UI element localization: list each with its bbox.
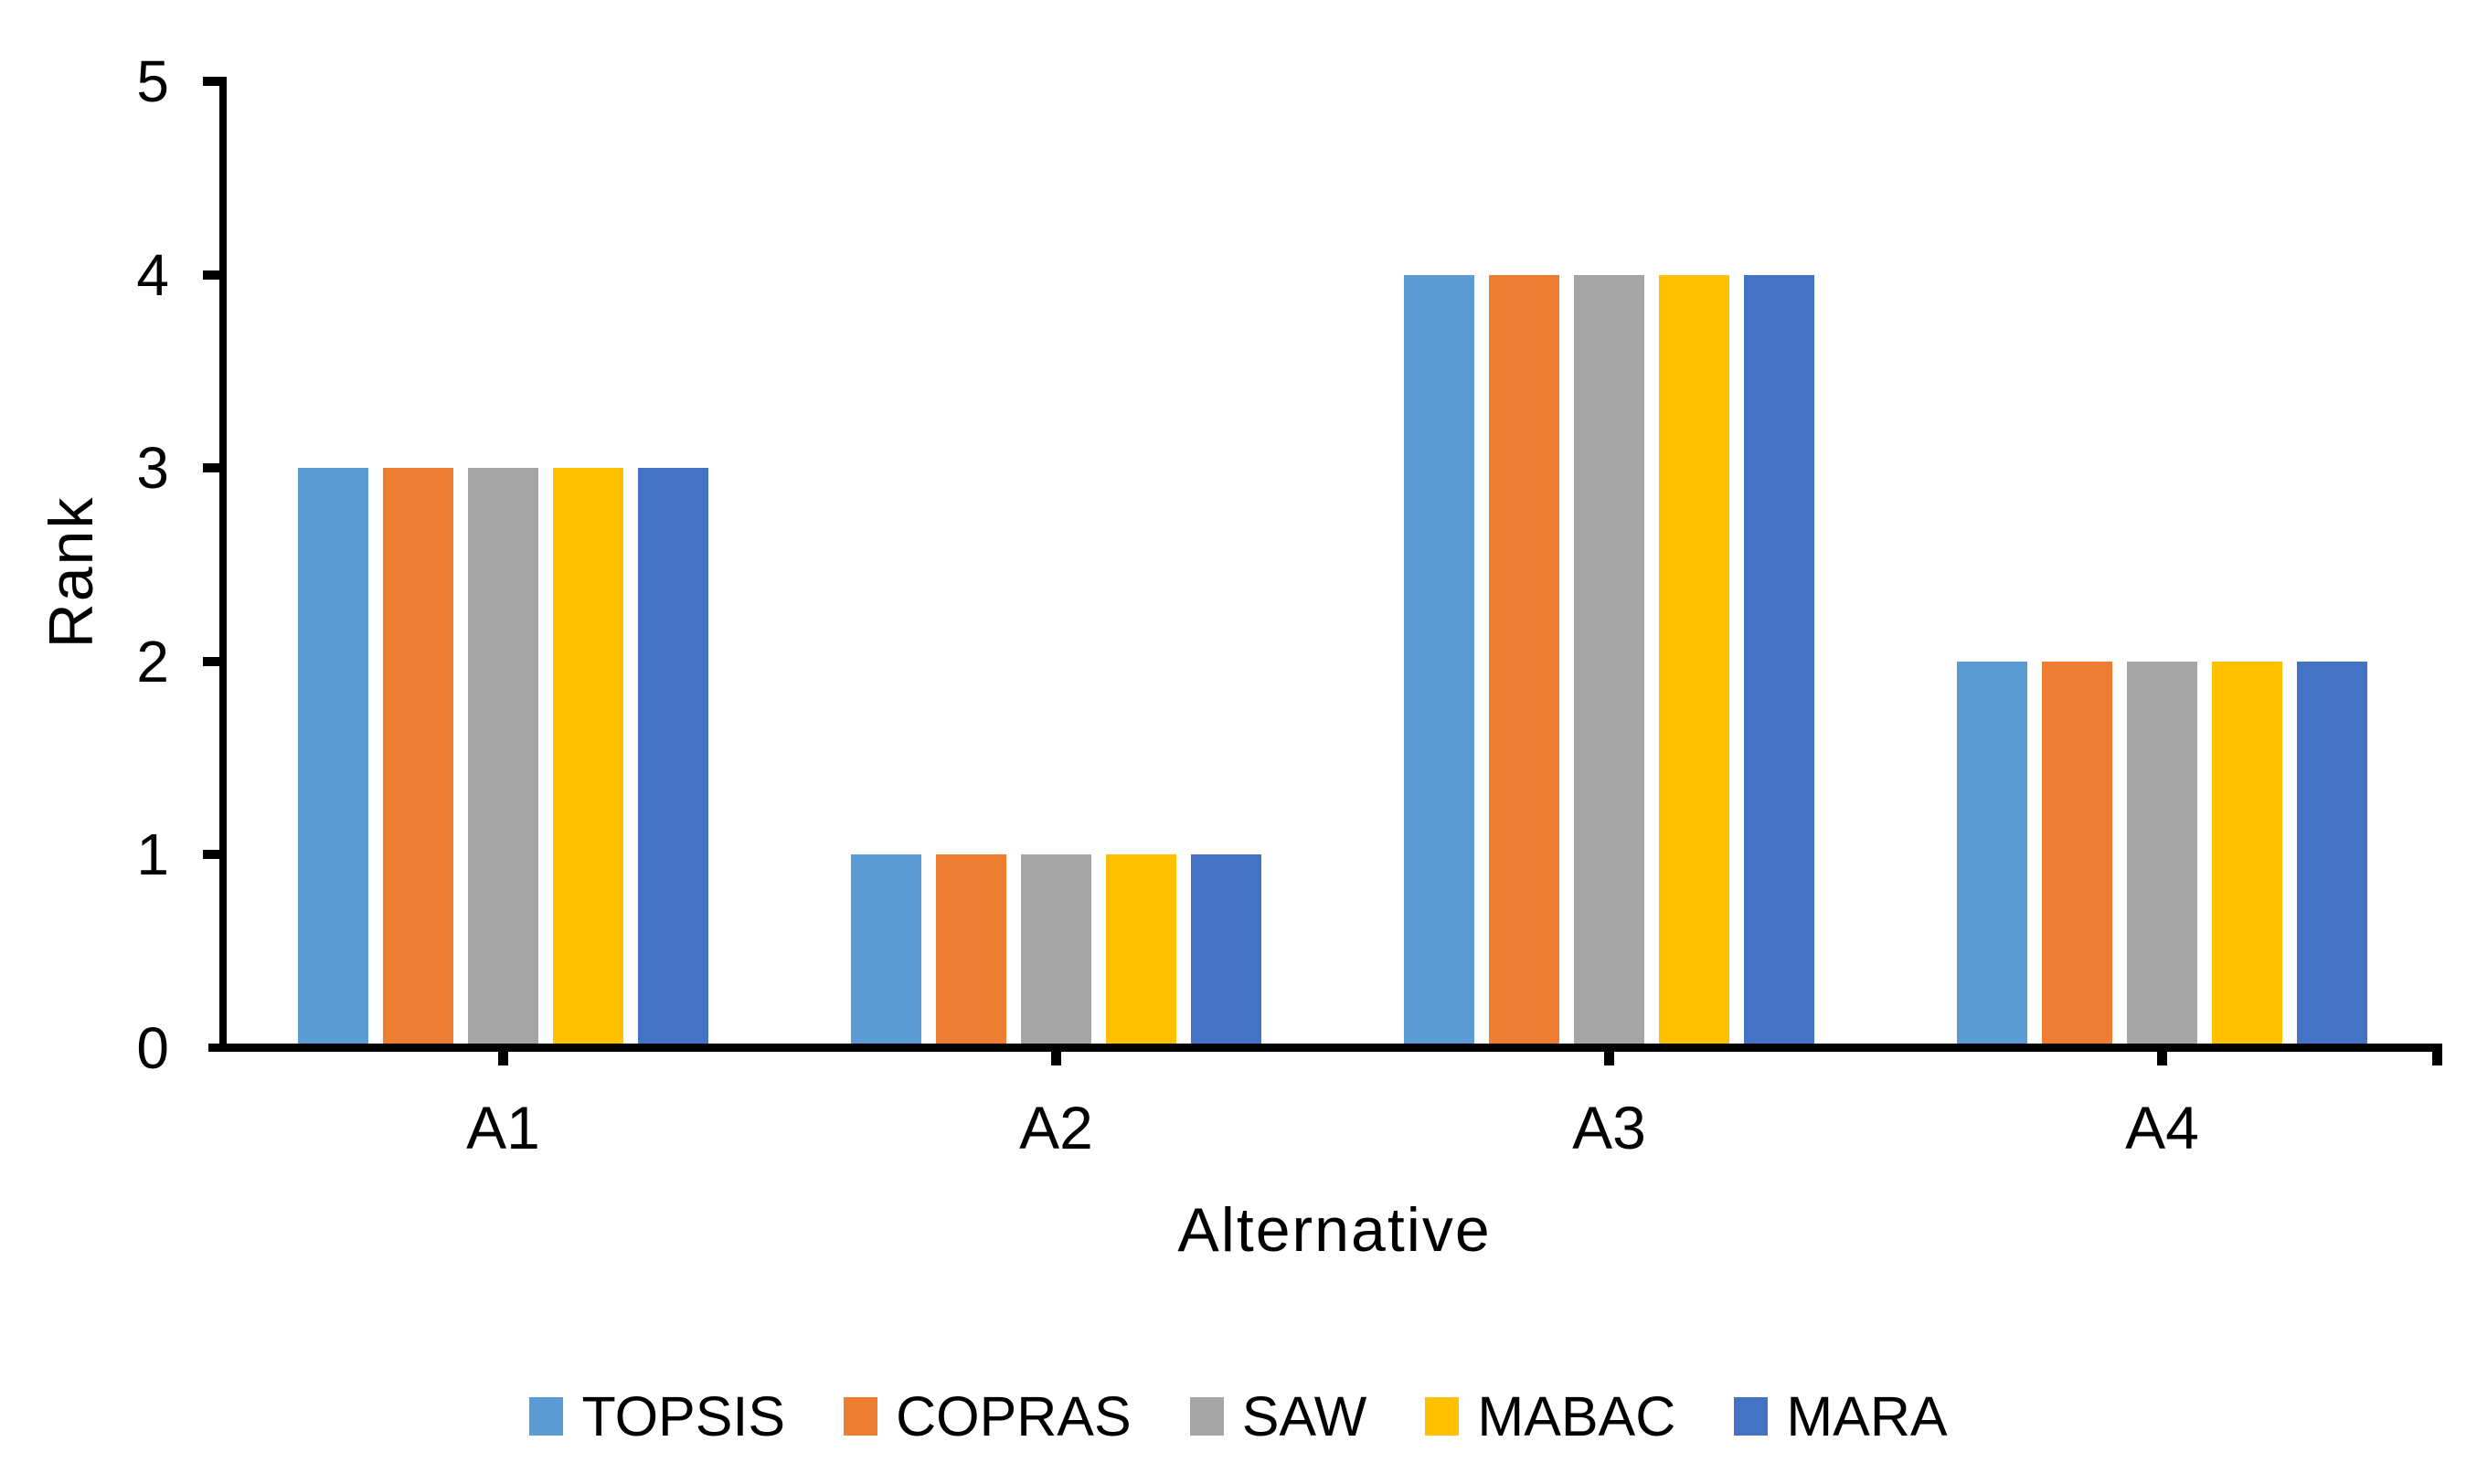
y-tick-label-5: 5 [136, 48, 169, 114]
x-tick-A1 [498, 1052, 508, 1065]
bar-A4-MABAC [2212, 661, 2282, 1044]
legend-item-TOPSIS: TOPSIS [529, 1384, 785, 1448]
legend-label-SAW: SAW [1241, 1385, 1367, 1447]
bar-A1-SAW [468, 468, 538, 1044]
bar-A2-COPRAS [936, 854, 1006, 1044]
bar-A1-MABAC [553, 468, 623, 1044]
bar-A4-COPRAS [2042, 661, 2112, 1044]
bar-A4-TOPSIS [1957, 661, 2027, 1044]
legend-item-COPRAS: COPRAS [844, 1384, 1132, 1448]
x-tick-label-A2: A2 [1019, 1094, 1093, 1161]
bar-A3-MABAC [1659, 274, 1729, 1044]
legend-label-TOPSIS: TOPSIS [581, 1385, 786, 1447]
x-axis-end-tick [2432, 1052, 2442, 1065]
x-tick-label-A3: A3 [1572, 1094, 1646, 1161]
legend-swatch-SAW [1189, 1397, 1224, 1436]
y-tick-label-1: 1 [136, 822, 169, 887]
bar-A3-COPRAS [1489, 274, 1559, 1044]
y-axis-line [219, 77, 227, 1052]
legend-swatch-MABAC [1425, 1397, 1460, 1436]
y-tick-4 [203, 270, 227, 280]
bar-A2-MARA [1191, 854, 1261, 1044]
y-tick-5 [203, 77, 227, 86]
legend-item-MARA: MARA [1734, 1384, 1948, 1448]
x-tick-label-A4: A4 [2125, 1094, 2199, 1161]
legend-label-MARA: MARA [1786, 1385, 1948, 1447]
x-tick-A3 [1604, 1052, 1614, 1065]
bar-A4-SAW [2127, 661, 2197, 1044]
y-tick-label-2: 2 [136, 628, 169, 694]
y-tick-3 [203, 463, 227, 472]
y-tick-label-0: 0 [136, 1014, 169, 1081]
bar-A3-TOPSIS [1404, 274, 1474, 1044]
bar-A1-MARA [638, 468, 708, 1044]
y-tick-2 [203, 656, 227, 666]
bar-A1-COPRAS [383, 468, 453, 1044]
x-tick-A4 [2157, 1052, 2167, 1065]
legend-swatch-COPRAS [844, 1397, 878, 1436]
legend: TOPSIS COPRAS SAW MABAC MARA [0, 1384, 2477, 1448]
legend-item-SAW: SAW [1189, 1384, 1367, 1448]
legend-label-COPRAS: COPRAS [896, 1385, 1132, 1447]
bar-A2-SAW [1021, 854, 1091, 1044]
x-tick-label-A1: A1 [466, 1094, 540, 1161]
x-axis-title: Alternative [1177, 1195, 1492, 1265]
legend-swatch-TOPSIS [529, 1397, 564, 1436]
bar-A3-MARA [1744, 274, 1814, 1044]
y-tick-label-3: 3 [136, 435, 169, 501]
x-axis-line [208, 1044, 2442, 1052]
bar-A3-SAW [1574, 274, 1644, 1044]
legend-item-MABAC: MABAC [1425, 1384, 1675, 1448]
bar-A4-MARA [2297, 661, 2367, 1044]
y-tick-label-4: 4 [136, 241, 169, 308]
x-tick-A2 [1051, 1052, 1061, 1065]
legend-swatch-MARA [1734, 1397, 1769, 1436]
y-tick-1 [203, 850, 227, 859]
bar-A2-TOPSIS [851, 854, 921, 1044]
legend-label-MABAC: MABAC [1477, 1385, 1676, 1447]
bar-A2-MABAC [1106, 854, 1176, 1044]
bar-A1-TOPSIS [298, 468, 368, 1044]
